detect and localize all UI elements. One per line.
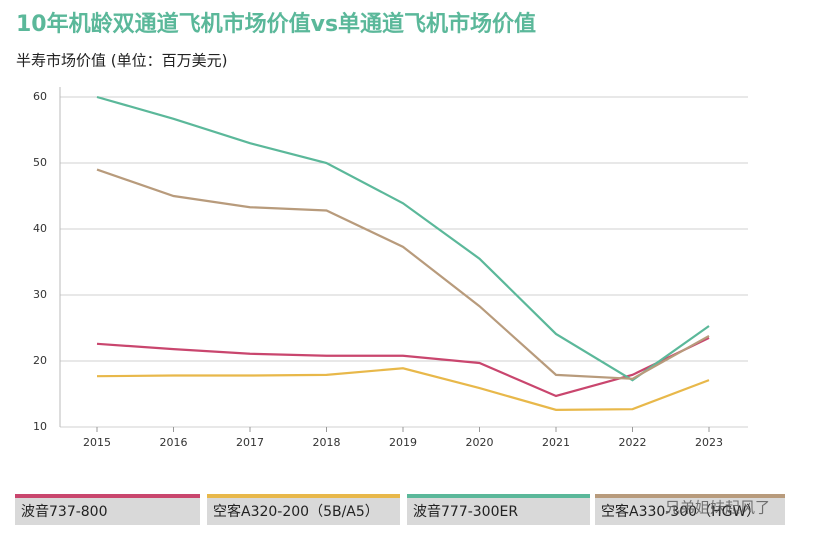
legend-box <box>15 497 200 525</box>
legend-swatch <box>407 494 590 498</box>
y-tick-label: 40 <box>33 222 47 235</box>
chart-subtitle: 半寿市场价值 (单位：百万美元) <box>16 52 227 70</box>
legend-label: 波音737-800 <box>21 503 108 520</box>
y-tick-label: 30 <box>33 288 47 301</box>
legend-box <box>207 497 400 525</box>
legend-label: 空客A330-300（HGW） <box>601 503 760 520</box>
legend-box <box>407 497 590 525</box>
legend-box <box>595 497 785 525</box>
x-tick-label: 2018 <box>313 436 341 449</box>
legend-swatch <box>15 494 200 498</box>
x-tick-label: 2015 <box>83 436 111 449</box>
x-tick-label: 2020 <box>466 436 494 449</box>
y-tick-label: 20 <box>33 354 47 367</box>
x-tick-label: 2019 <box>389 436 417 449</box>
x-tick-label: 2021 <box>542 436 570 449</box>
x-tick-label: 2022 <box>619 436 647 449</box>
y-tick-label: 10 <box>33 420 47 433</box>
series-line <box>96 95 710 382</box>
series-line <box>96 168 710 380</box>
legend-swatch <box>207 494 400 498</box>
legend-label: 空客A320-200（5B/A5） <box>213 503 379 520</box>
series-line <box>96 336 710 398</box>
y-tick-label: 50 <box>33 156 47 169</box>
chart-title: 10年机龄双通道飞机市场价值vs单通道飞机市场价值 <box>16 11 536 37</box>
x-tick-label: 2016 <box>160 436 188 449</box>
series-line <box>96 367 710 411</box>
legend-label: 波音777-300ER <box>413 503 518 520</box>
watermark: 兄弟姐妹起风了 <box>665 499 770 517</box>
legend-swatch <box>595 494 785 498</box>
x-tick-label: 2017 <box>236 436 264 449</box>
x-tick-label: 2023 <box>695 436 723 449</box>
y-tick-label: 60 <box>33 90 47 103</box>
